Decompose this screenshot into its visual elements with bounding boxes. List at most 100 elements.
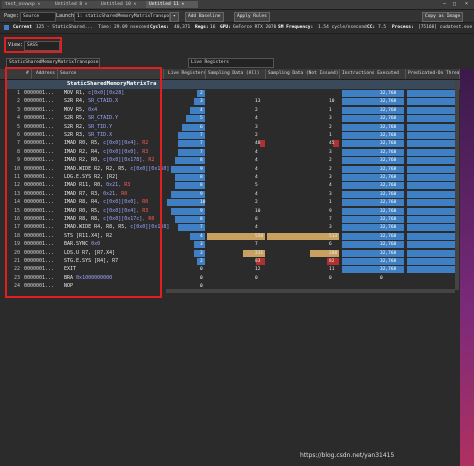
- vertical-scrollbar[interactable]: [455, 80, 459, 290]
- metric-select[interactable]: Live Registers: [188, 58, 274, 68]
- sampling-not-issued-value: 2: [329, 166, 332, 172]
- maximize-icon[interactable]: □: [452, 1, 456, 7]
- operand: SR_CTAID.Y: [88, 115, 119, 122]
- table-row[interactable]: 12 0000001... IMAD R11, R0, 0x21, R3 8 5 4 32,…: [0, 181, 460, 190]
- table-row[interactable]: 19 0000001... BAR.SYNC 0x0 3 7 6 32,768: [0, 240, 460, 249]
- operand: 0x21: [103, 190, 116, 197]
- gpu-value: GeForce RTX 2070: [233, 25, 277, 30]
- launch-select[interactable]: 1: staticSharedMemoryMatrixTranspose: [74, 12, 170, 22]
- table-row[interactable]: 21 0000001... STG.E.SYS [R4], R7 2 83 82 32,76…: [0, 257, 460, 266]
- opcode: IMAD.WIDE: [64, 165, 95, 172]
- view-select[interactable]: SASS: [24, 41, 60, 51]
- address: 0000001...: [24, 258, 55, 264]
- table-row[interactable]: 5 0000001... S2R R2, SR_TID.Y 6 3 2 32,768: [0, 123, 460, 132]
- operand: c[0x0][0x17c]: [103, 216, 143, 222]
- nav-button[interactable]: ▾: [170, 12, 179, 22]
- table-row[interactable]: 16 0000001... IMAD R8, R8, c[0x0][0x17c], …: [0, 215, 460, 224]
- table-row[interactable]: 9 0000001... IMAD R2, R0, c[0x0][0x178], R…: [0, 156, 460, 165]
- live-registers-value: 7: [200, 133, 203, 138]
- line-number: 16: [13, 216, 20, 222]
- watermark-url: https://blog.csdn.net/yan31415: [300, 452, 395, 459]
- table-row[interactable]: 6 0000001... S2R R3, SR_TID.X 7 2 1 32,768: [0, 131, 460, 140]
- add-baseline-button[interactable]: Add Baseline: [185, 12, 224, 22]
- col-num[interactable]: #: [24, 69, 32, 79]
- sampling-all-value: 2: [255, 133, 258, 138]
- sampling-not-issued-value: 0: [329, 275, 332, 281]
- close-icon[interactable]: ×: [464, 1, 468, 7]
- instruction: NOP: [64, 282, 73, 291]
- table-row[interactable]: 8 0000001... IMAD R2, R4, c[0x0][0x0], R3 7…: [0, 148, 460, 157]
- table-row[interactable]: 10 0000001... IMAD.WIDE R2, R2, R5, c[0x0]…: [0, 165, 460, 174]
- table-row[interactable]: 18 0000001... STS [R11.X4], R2 4 558 513 32,76…: [0, 232, 460, 241]
- line-number: 7: [16, 140, 20, 147]
- operand: , R0: [136, 199, 149, 206]
- copy-image-button[interactable]: Copy as Image: [422, 12, 464, 22]
- table-row[interactable]: 3 0000001... MOV R5, 0x4 4 2 1 32,768: [0, 106, 460, 115]
- table-row[interactable]: 24 0000001... NOP 0: [0, 282, 460, 291]
- col-source[interactable]: Source: [58, 69, 164, 79]
- sampling-not-issued-value: 4: [329, 183, 332, 189]
- line-number: 12: [13, 182, 20, 189]
- table-row[interactable]: 22 0000001... EXIT 0 12 11 32,768: [0, 265, 460, 274]
- operand: SR_CTAID.X: [88, 98, 119, 105]
- live-registers-bar: [170, 207, 205, 215]
- page-label: Page:: [4, 13, 20, 19]
- tab-2[interactable]: Untitled 10 ×: [98, 1, 150, 8]
- tab-0[interactable]: test_nsvwsp ×: [2, 1, 56, 8]
- col-address[interactable]: Address: [34, 69, 58, 79]
- col-sampling-all[interactable]: Sampling Data (All): [206, 69, 266, 79]
- predicated-on-bar: [407, 249, 455, 257]
- predicated-on-bar: [407, 90, 455, 97]
- table-row[interactable]: 7 0000001... IMAD R0, R5, c[0x0][0x4], R2 7…: [0, 139, 460, 148]
- apply-rules-button[interactable]: Apply Rules: [234, 12, 270, 22]
- line-number: 15: [13, 207, 20, 214]
- live-registers-bar: [178, 132, 205, 139]
- instructions-executed-bar: [342, 148, 404, 156]
- tab-1[interactable]: Untitled 8 ×: [52, 1, 102, 8]
- live-registers-bar: [170, 165, 205, 173]
- table-row[interactable]: 11 0000001... LDG.E.SYS R2, [R2] 8 4 3 32,768: [0, 173, 460, 182]
- opcode: MOV: [64, 106, 77, 113]
- table-row[interactable]: 17 0000001... IMAD.WIDE R4, R8, R5, c[0x0]…: [0, 223, 460, 232]
- table-row[interactable]: 15 0000001... IMAD R0, R5, c[0x0][0x4], R3…: [0, 207, 460, 216]
- process-label: Process:: [392, 25, 414, 30]
- minimize-icon[interactable]: –: [442, 1, 446, 7]
- col-live-registers[interactable]: Live Registers: [166, 69, 206, 79]
- table-row[interactable]: 4 0000001... S2R R5, SR_CTAID.Y 5 4 3 32,768: [0, 114, 460, 123]
- live-registers-value: 8: [200, 158, 203, 164]
- sampling-all-value: 13: [255, 99, 261, 105]
- page-select[interactable]: Source: [20, 12, 56, 22]
- operand: R8, R4,: [79, 199, 104, 206]
- operand: c[0x0][0x178]: [103, 157, 143, 164]
- col-sampling-not-issued[interactable]: Sampling Data (Not Issued): [266, 69, 340, 79]
- instructions-executed-bar: [342, 132, 404, 139]
- predicated-on-bar: [407, 98, 455, 106]
- horizontal-scrollbar[interactable]: [166, 289, 455, 293]
- live-registers-bar: [178, 148, 205, 156]
- live-registers-value: 3: [200, 250, 203, 256]
- table-row[interactable]: 14 0000001... IMAD R8, R4, c[0x0][0x0], R0…: [0, 198, 460, 207]
- predicated-on-bar: [407, 190, 455, 198]
- tab-3[interactable]: Untitled 11 ×: [146, 1, 198, 8]
- live-registers-value: 7: [200, 141, 203, 147]
- table-row[interactable]: 1 0000001... MOV R1, c[0x0][0x28] 2 32,768: [0, 89, 460, 98]
- col-instructions-executed[interactable]: Instructions Executed: [340, 69, 406, 79]
- table-row[interactable]: 20 0000001... LDS.U R7, [R7.X4] 3 211 208 32,7…: [0, 249, 460, 258]
- instruction: IMAD R7, R3, 0x21, R0: [64, 190, 127, 199]
- operand: R11, R0,: [79, 182, 107, 189]
- column-header: # Address Source Live Registers Sampling…: [0, 69, 474, 80]
- col-predicated-on[interactable]: Predicated-On Threa: [406, 69, 460, 79]
- live-registers-bar: [197, 90, 205, 97]
- address: 0000001...: [24, 241, 55, 248]
- address: 0000001...: [24, 148, 55, 155]
- instructions-executed-bar: [342, 266, 404, 274]
- instructions-executed-bar: [342, 224, 404, 232]
- table-row[interactable]: 23 0000001... BRA 0x1000000000 0 0 0 0: [0, 274, 460, 283]
- instruction: IMAD R8, R8, c[0x0][0x17c], R0: [64, 215, 154, 224]
- operand: SR_TID.X: [88, 132, 113, 138]
- live-registers-bar: [186, 115, 205, 123]
- table-row[interactable]: 13 0000001... IMAD R7, R3, 0x21, R0 9 4 3 32,7…: [0, 190, 460, 199]
- sampling-all-value: 3: [255, 124, 258, 130]
- instructions-executed-bar: [342, 90, 404, 97]
- table-row[interactable]: 2 0000001... S2R R4, SR_CTAID.X 3 13 10 32,768: [0, 97, 460, 106]
